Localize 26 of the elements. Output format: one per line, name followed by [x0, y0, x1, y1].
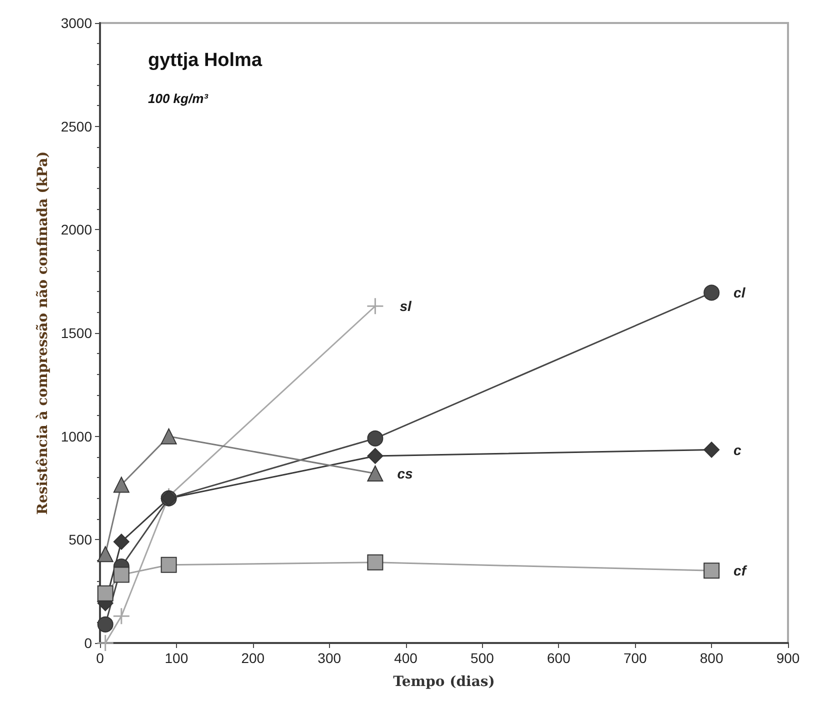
series-label: cl: [734, 284, 746, 301]
x-tick-label: 500: [470, 650, 494, 666]
x-tick-label: 700: [623, 650, 648, 666]
series-label: cs: [397, 466, 413, 482]
y-tick-label: 0: [84, 635, 92, 651]
y-tick-label: 500: [68, 532, 92, 548]
y-tick-label: 1500: [60, 325, 92, 341]
y-tick-label: 2500: [60, 118, 92, 134]
x-tick-label: 600: [546, 650, 571, 666]
x-tick-label: 300: [318, 650, 342, 666]
series-label: c: [734, 442, 742, 458]
series-label: sl: [400, 298, 412, 314]
y-axis-title: Resistência à compressão não confinada (kPa): [34, 151, 51, 515]
y-tick-label: 1000: [60, 428, 92, 444]
x-tick-label: 800: [700, 650, 724, 666]
x-tick-label: 0: [96, 650, 104, 666]
x-tick-label: 100: [164, 650, 188, 666]
y-tick-label: 3000: [60, 15, 92, 31]
x-tick-label: 200: [241, 650, 265, 666]
x-axis-title: Tempo (dias): [393, 674, 495, 690]
series-label: cf: [734, 562, 748, 579]
x-tick-label: 900: [776, 650, 800, 666]
y-tick-label: 2000: [60, 222, 92, 238]
x-tick-label: 400: [394, 650, 418, 666]
text: 100 kg/m³: [148, 91, 209, 106]
text: gyttja Holma: [148, 50, 262, 71]
